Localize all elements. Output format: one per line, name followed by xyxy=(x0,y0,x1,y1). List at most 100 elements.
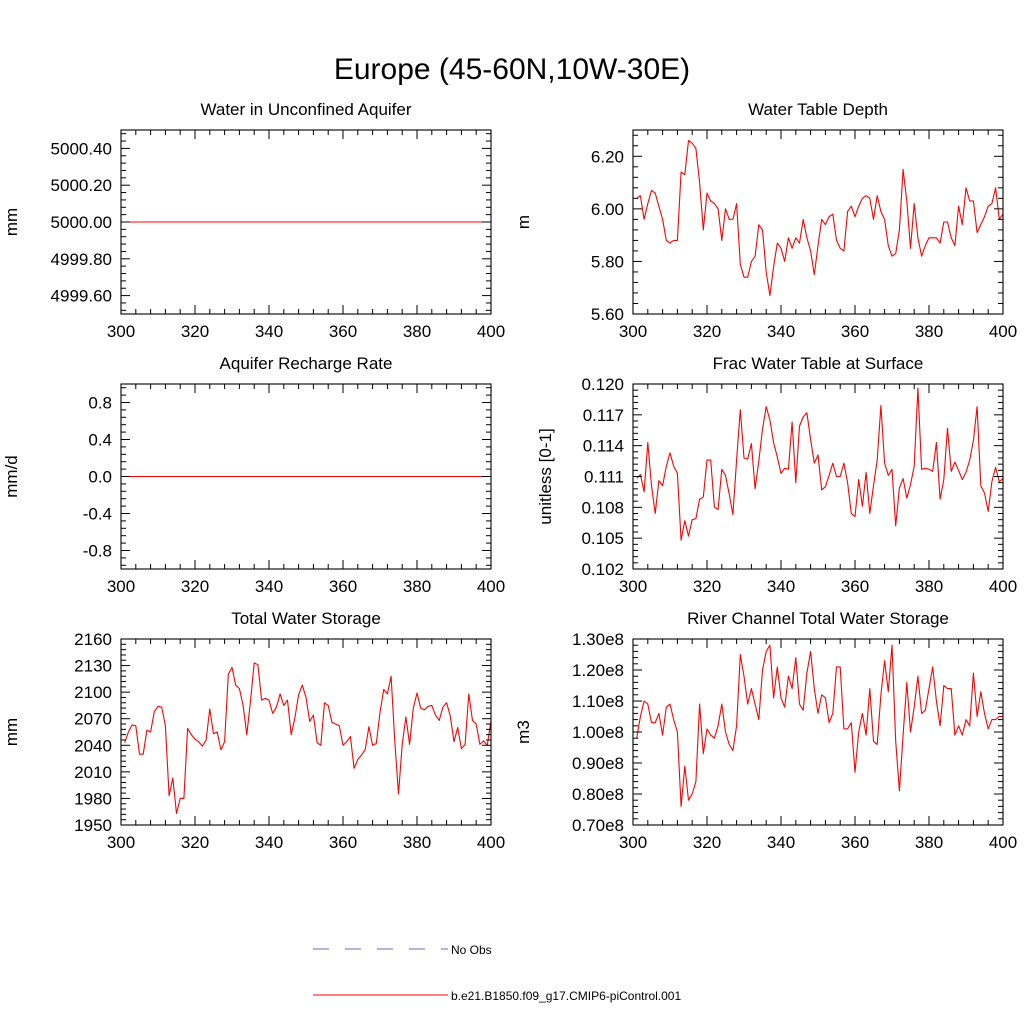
figure-title: Europe (45-60N,10W-30E) xyxy=(334,53,690,86)
chart-panel-1: 300 320 340 360 380 400 4999.60 4999.80 5000.00 5… xyxy=(2,100,505,341)
y-tick-label: 2160 xyxy=(74,630,112,649)
plot-frame xyxy=(632,129,1004,315)
chart-panel-4: 300 320 340 360 380 400 0.102 0.105 0.108 0.111 0.… xyxy=(536,354,1017,596)
x-tick-label: 380 xyxy=(915,577,943,596)
data-series-line-1 xyxy=(124,662,492,815)
y-tick-label: 5.60 xyxy=(591,305,624,324)
y-tick-label: 0.108 xyxy=(581,498,624,517)
y-axis-label: mm/d xyxy=(2,455,21,498)
x-tick-label: 320 xyxy=(181,322,209,341)
chart-panel-3: 300 320 340 360 380 400 -0.8 -0.4 0.0 0.4 0.8 Aquif… xyxy=(2,354,505,596)
panels: 300 320 340 360 380 400 4999.60 4999.80 5000.00 5… xyxy=(2,100,1017,852)
x-tick-label: 380 xyxy=(403,322,431,341)
y-tick-label: 5000.00 xyxy=(51,213,112,232)
y-tick-label: 1.20e8 xyxy=(572,661,624,680)
y-tick-label: 4999.60 xyxy=(51,287,112,306)
x-tick-label: 400 xyxy=(477,577,505,596)
x-tick-label: 360 xyxy=(841,322,869,341)
x-tick-label: 360 xyxy=(329,322,357,341)
panel-title: River Channel Total Water Storage xyxy=(687,609,949,628)
x-tick-label: 380 xyxy=(915,833,943,852)
x-tick-label: 400 xyxy=(989,577,1017,596)
y-tick-label: 2070 xyxy=(74,710,112,729)
x-tick-label: 320 xyxy=(181,577,209,596)
x-tick-label: 300 xyxy=(619,577,647,596)
y-tick-label: 2040 xyxy=(74,736,112,755)
y-tick-label: 0.80e8 xyxy=(572,785,624,804)
chart-panel-6: 300 320 340 360 380 400 0.70e8 0.80e8 0.90e8 1.00… xyxy=(514,609,1017,852)
x-tick-label: 360 xyxy=(841,577,869,596)
y-tick-label: 5000.40 xyxy=(51,139,112,158)
plot-frame xyxy=(120,638,492,826)
data-series-line-1 xyxy=(636,139,1004,297)
y-tick-label: 1.00e8 xyxy=(572,723,624,742)
y-tick-label: -0.8 xyxy=(83,542,112,561)
y-tick-label: 5.80 xyxy=(591,252,624,271)
y-tick-label: -0.4 xyxy=(83,505,112,524)
y-tick-label: 0.117 xyxy=(583,406,624,425)
chart-panel-2: 300 320 340 360 380 400 5.60 5.80 6.00 6.20 Water … xyxy=(514,100,1017,341)
legend-label-no-obs: No Obs xyxy=(451,943,492,957)
x-tick-label: 300 xyxy=(619,322,647,341)
x-tick-label: 400 xyxy=(477,833,505,852)
panel-title: Water Table Depth xyxy=(748,100,888,119)
y-tick-label: 6.00 xyxy=(591,200,624,219)
panel-title: Total Water Storage xyxy=(231,609,381,628)
panel-title: Frac Water Table at Surface xyxy=(713,354,924,373)
panel-title: Water in Unconfined Aquifer xyxy=(200,100,411,119)
data-series-line-1 xyxy=(636,387,1004,541)
x-tick-label: 300 xyxy=(107,322,135,341)
y-tick-label: 2010 xyxy=(74,763,112,782)
x-tick-label: 400 xyxy=(989,322,1017,341)
x-tick-label: 400 xyxy=(989,833,1017,852)
y-tick-label: 2130 xyxy=(74,657,112,676)
y-tick-label: 0.105 xyxy=(581,529,624,548)
x-tick-label: 300 xyxy=(107,577,135,596)
x-tick-label: 380 xyxy=(403,833,431,852)
legend-label-model: b.e21.B1850.f09_g17.CMIP6-piControl.001 xyxy=(451,989,681,1003)
x-tick-label: 320 xyxy=(181,833,209,852)
y-tick-label: 0.70e8 xyxy=(572,816,624,835)
y-tick-label: 1980 xyxy=(74,789,112,808)
x-tick-label: 320 xyxy=(693,322,721,341)
x-tick-label: 380 xyxy=(915,322,943,341)
y-tick-label: 0.102 xyxy=(581,560,624,579)
x-tick-label: 340 xyxy=(255,577,283,596)
y-tick-label: 0.90e8 xyxy=(572,754,624,773)
y-tick-label: 0.0 xyxy=(88,468,112,487)
panel-title: Aquifer Recharge Rate xyxy=(220,354,393,373)
y-tick-label: 0.8 xyxy=(88,394,112,413)
x-tick-label: 340 xyxy=(767,833,795,852)
y-axis-label: m3 xyxy=(514,720,533,744)
y-axis-label: mm xyxy=(2,718,21,746)
x-tick-label: 400 xyxy=(477,322,505,341)
x-tick-label: 360 xyxy=(329,577,357,596)
y-tick-label: 0.120 xyxy=(581,375,624,394)
x-tick-label: 320 xyxy=(693,577,721,596)
x-tick-label: 300 xyxy=(619,833,647,852)
chart-panel-5: 300 320 340 360 380 400 1950 1980 2010 2040 2070 21… xyxy=(2,609,505,852)
y-tick-label: 0.111 xyxy=(584,468,624,487)
y-tick-label: 5000.20 xyxy=(51,176,112,195)
y-tick-label: 0.114 xyxy=(583,437,624,456)
x-tick-label: 340 xyxy=(255,833,283,852)
x-tick-label: 360 xyxy=(841,833,869,852)
y-axis-label: mm xyxy=(2,208,21,236)
x-tick-label: 340 xyxy=(767,322,795,341)
y-tick-label: 1950 xyxy=(74,816,112,835)
x-tick-label: 320 xyxy=(693,833,721,852)
data-series-line-1 xyxy=(636,644,1003,807)
y-tick-label: 4999.80 xyxy=(51,250,112,269)
x-tick-label: 340 xyxy=(767,577,795,596)
y-tick-label: 1.30e8 xyxy=(572,630,624,649)
x-tick-label: 360 xyxy=(329,833,357,852)
y-axis-label: m xyxy=(514,215,533,229)
y-tick-label: 2100 xyxy=(74,683,112,702)
y-tick-label: 1.10e8 xyxy=(572,692,624,711)
x-tick-label: 300 xyxy=(107,833,135,852)
x-tick-label: 380 xyxy=(403,577,431,596)
x-tick-label: 340 xyxy=(255,322,283,341)
y-axis-label: unitless [0-1] xyxy=(536,428,555,524)
